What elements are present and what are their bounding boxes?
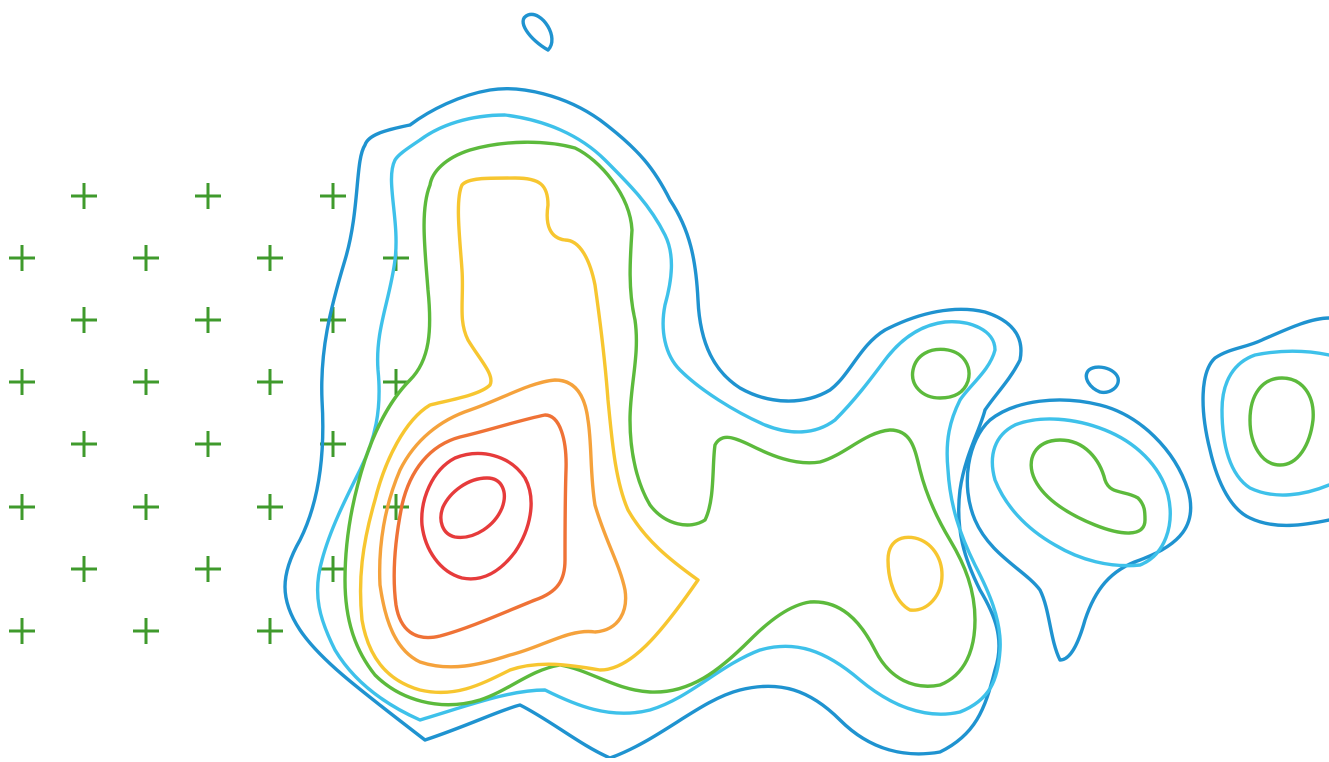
- contour-outer-far-right: [1201, 316, 1329, 528]
- plus-icon: [133, 369, 159, 395]
- plus-icon: [195, 183, 221, 209]
- plus-icon: [257, 245, 283, 271]
- contour-level-5: [377, 378, 628, 669]
- plus-icon: [320, 431, 346, 457]
- plus-icon: [320, 307, 346, 333]
- plus-icon: [195, 556, 221, 582]
- contour-l2-far-right: [1220, 349, 1329, 497]
- contour-l3-far-right: [1248, 376, 1315, 467]
- contour-outer-small-blob: [1084, 365, 1120, 395]
- contour-l3-right-lobe: [1029, 438, 1147, 535]
- contour-l3-main: [343, 140, 977, 707]
- plus-icon: [71, 183, 97, 209]
- plus-icon: [9, 618, 35, 644]
- plus-icon: [257, 369, 283, 395]
- contour-level-3: [343, 140, 1315, 707]
- plus-icon: [320, 556, 346, 582]
- contour-l4-main: [358, 176, 700, 695]
- contour-l6-main: [392, 413, 568, 640]
- contour-level-4: [358, 176, 944, 695]
- plus-icon: [9, 245, 35, 271]
- contour-outer-main-body: [283, 87, 1023, 760]
- plus-icon: [133, 245, 159, 271]
- contour-l2-main: [315, 113, 1002, 722]
- contour-level-2: [315, 113, 1329, 722]
- plus-icon: [257, 494, 283, 520]
- contour-l2-right-lobe: [990, 417, 1172, 568]
- contour-l7-inner: [439, 476, 506, 540]
- plus-icon: [133, 618, 159, 644]
- contour-l3-small-circle: [910, 347, 971, 400]
- plus-icon: [383, 369, 409, 395]
- contour-outer-right-lobe: [965, 398, 1193, 662]
- contour-l7-outer: [420, 451, 533, 581]
- contour-outer-main: [521, 12, 554, 52]
- contour-l4-small-blob: [886, 535, 944, 612]
- plus-icon: [257, 618, 283, 644]
- plus-icon: [195, 431, 221, 457]
- plus-icon: [9, 369, 35, 395]
- plus-icon: [9, 494, 35, 520]
- plus-icon: [71, 556, 97, 582]
- plus-icon: [320, 183, 346, 209]
- contour-level-1: [283, 12, 1329, 760]
- plus-icon: [71, 431, 97, 457]
- plus-icon: [133, 494, 159, 520]
- plus-icon: [71, 307, 97, 333]
- contour-level-6: [392, 413, 568, 640]
- plus-icon: [195, 307, 221, 333]
- contour-l5-main: [377, 378, 628, 669]
- contour-level-7: [420, 451, 533, 581]
- plus-marker-grid: [9, 183, 409, 644]
